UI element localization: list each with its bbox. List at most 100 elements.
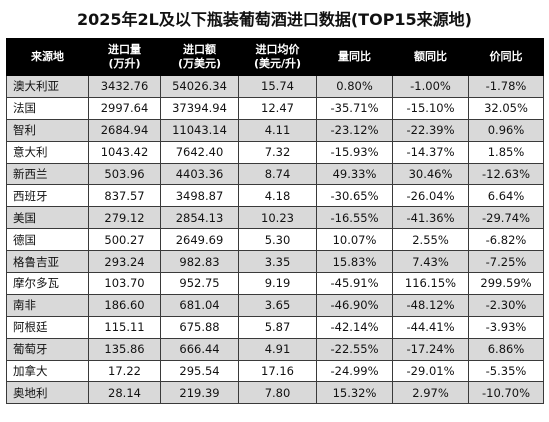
volume-yoy-cell: -15.93% [316, 140, 393, 164]
table-row: 阿根廷 115.11 675.88 5.87 -42.14% -44.41% -3.93% [6, 315, 544, 339]
origin-cell: 西班牙 [6, 184, 89, 208]
avg-price-cell: 4.11 [238, 118, 317, 142]
price-yoy-cell: 6.86% [468, 337, 544, 361]
col-header-origin: 来源地 [6, 38, 89, 76]
value-yoy-cell: -44.41% [392, 315, 469, 339]
volume-cell: 500.27 [88, 228, 161, 252]
value-yoy-cell: -48.12% [392, 293, 469, 317]
origin-cell: 阿根廷 [6, 315, 89, 339]
header-label-line: 进口额 [183, 43, 216, 56]
volume-cell: 115.11 [88, 315, 161, 339]
volume-cell: 1043.42 [88, 140, 161, 164]
volume-yoy-cell: -45.91% [316, 272, 393, 295]
volume-cell: 503.96 [88, 162, 161, 186]
col-header-value: 进口额 (万美元) [160, 38, 239, 76]
header-label-line: 价同比 [489, 50, 523, 63]
volume-yoy-cell: 49.33% [316, 162, 393, 186]
value-yoy-cell: -26.04% [392, 184, 469, 208]
price-yoy-cell: 1.85% [468, 140, 544, 164]
header-row: 来源地 进口量 (万升) 进口额 (万美元) 进口均价 (美元/升) 量同比 额同比 价同比 [6, 38, 544, 76]
avg-price-cell: 4.18 [238, 184, 317, 208]
value-yoy-cell: 30.46% [392, 162, 469, 186]
origin-cell: 摩尔多瓦 [6, 272, 89, 295]
volume-cell: 3432.76 [88, 75, 161, 98]
value-cell: 4403.36 [160, 162, 239, 186]
wine-import-table: 来源地 进口量 (万升) 进口额 (万美元) 进口均价 (美元/升) 量同比 额同比 价同比 澳大… [6, 38, 544, 405]
price-yoy-cell: -7.25% [468, 250, 544, 274]
avg-price-cell: 7.32 [238, 140, 317, 164]
value-yoy-cell: -1.00% [392, 75, 469, 98]
table-row: 智利 2684.94 11043.14 4.11 -23.12% -22.39% 0.96% [6, 118, 544, 142]
origin-cell: 法国 [6, 96, 89, 120]
header-label-line: 进口均价 [255, 43, 300, 56]
value-cell: 54026.34 [160, 75, 239, 98]
volume-cell: 293.24 [88, 250, 161, 274]
col-header-volume-yoy: 量同比 [316, 38, 393, 76]
origin-cell: 美国 [6, 206, 89, 230]
col-header-volume: 进口量 (万升) [88, 38, 161, 76]
volume-yoy-cell: -22.55% [316, 337, 393, 361]
price-yoy-cell: 299.59% [468, 272, 544, 295]
volume-cell: 103.70 [88, 272, 161, 295]
value-cell: 666.44 [160, 337, 239, 361]
volume-yoy-cell: 10.07% [316, 228, 393, 252]
origin-cell: 意大利 [6, 140, 89, 164]
value-cell: 3498.87 [160, 184, 239, 208]
value-yoy-cell: 2.55% [392, 228, 469, 252]
value-cell: 675.88 [160, 315, 239, 339]
avg-price-cell: 7.80 [238, 381, 317, 405]
volume-cell: 186.60 [88, 293, 161, 317]
origin-cell: 奥地利 [6, 381, 89, 405]
avg-price-cell: 9.19 [238, 272, 317, 295]
value-yoy-cell: -41.36% [392, 206, 469, 230]
avg-price-cell: 5.30 [238, 228, 317, 252]
table-row: 德国 500.27 2649.69 5.30 10.07% 2.55% -6.82% [6, 228, 544, 252]
origin-cell: 智利 [6, 118, 89, 142]
price-yoy-cell: -12.63% [468, 162, 544, 186]
value-cell: 37394.94 [160, 96, 239, 120]
value-yoy-cell: -14.37% [392, 140, 469, 164]
volume-yoy-cell: -46.90% [316, 293, 393, 317]
price-yoy-cell: -1.78% [468, 75, 544, 98]
header-label-line: (万美元) [177, 57, 222, 70]
avg-price-cell: 3.65 [238, 293, 317, 317]
origin-cell: 葡萄牙 [6, 337, 89, 361]
header-label-line: 量同比 [338, 50, 371, 63]
table-row: 新西兰 503.96 4403.36 8.74 49.33% 30.46% -12.63% [6, 162, 544, 186]
value-yoy-cell: 116.15% [392, 272, 469, 295]
table-row: 奥地利 28.14 219.39 7.80 15.32% 2.97% -10.70% [6, 381, 544, 405]
value-cell: 219.39 [160, 381, 239, 405]
price-yoy-cell: -10.70% [468, 381, 544, 405]
volume-cell: 17.22 [88, 359, 161, 383]
value-cell: 7642.40 [160, 140, 239, 164]
price-yoy-cell: 0.96% [468, 118, 544, 142]
volume-yoy-cell: -42.14% [316, 315, 393, 339]
value-cell: 681.04 [160, 293, 239, 317]
price-yoy-cell: 6.64% [468, 184, 544, 208]
price-yoy-cell: -29.74% [468, 206, 544, 230]
data-table-card: 2025年2L及以下瓶装葡萄酒进口数据(TOP15来源地) 来源地 进口量 (万升)… [6, 2, 544, 420]
value-cell: 295.54 [160, 359, 239, 383]
value-cell: 11043.14 [160, 118, 239, 142]
col-header-price-yoy: 价同比 [468, 38, 544, 76]
header-label-line: 来源地 [31, 50, 64, 63]
header-label-line: (万升) [108, 57, 141, 70]
table-row: 格鲁吉亚 293.24 982.83 3.35 15.83% 7.43% -7.25% [6, 250, 544, 274]
value-yoy-cell: -17.24% [392, 337, 469, 361]
volume-cell: 2997.64 [88, 96, 161, 120]
value-yoy-cell: 7.43% [392, 250, 469, 274]
price-yoy-cell: -6.82% [468, 228, 544, 252]
price-yoy-cell: -5.35% [468, 359, 544, 383]
volume-cell: 135.86 [88, 337, 161, 361]
table-row: 加拿大 17.22 295.54 17.16 -24.99% -29.01% -5.35% [6, 359, 544, 383]
volume-yoy-cell: 15.32% [316, 381, 393, 405]
price-yoy-cell: 32.05% [468, 96, 544, 120]
col-header-value-yoy: 额同比 [392, 38, 469, 76]
volume-cell: 2684.94 [88, 118, 161, 142]
volume-cell: 837.57 [88, 184, 161, 208]
avg-price-cell: 12.47 [238, 96, 317, 120]
value-cell: 952.75 [160, 272, 239, 295]
volume-yoy-cell: -30.65% [316, 184, 393, 208]
avg-price-cell: 8.74 [238, 162, 317, 186]
value-cell: 2854.13 [160, 206, 239, 230]
